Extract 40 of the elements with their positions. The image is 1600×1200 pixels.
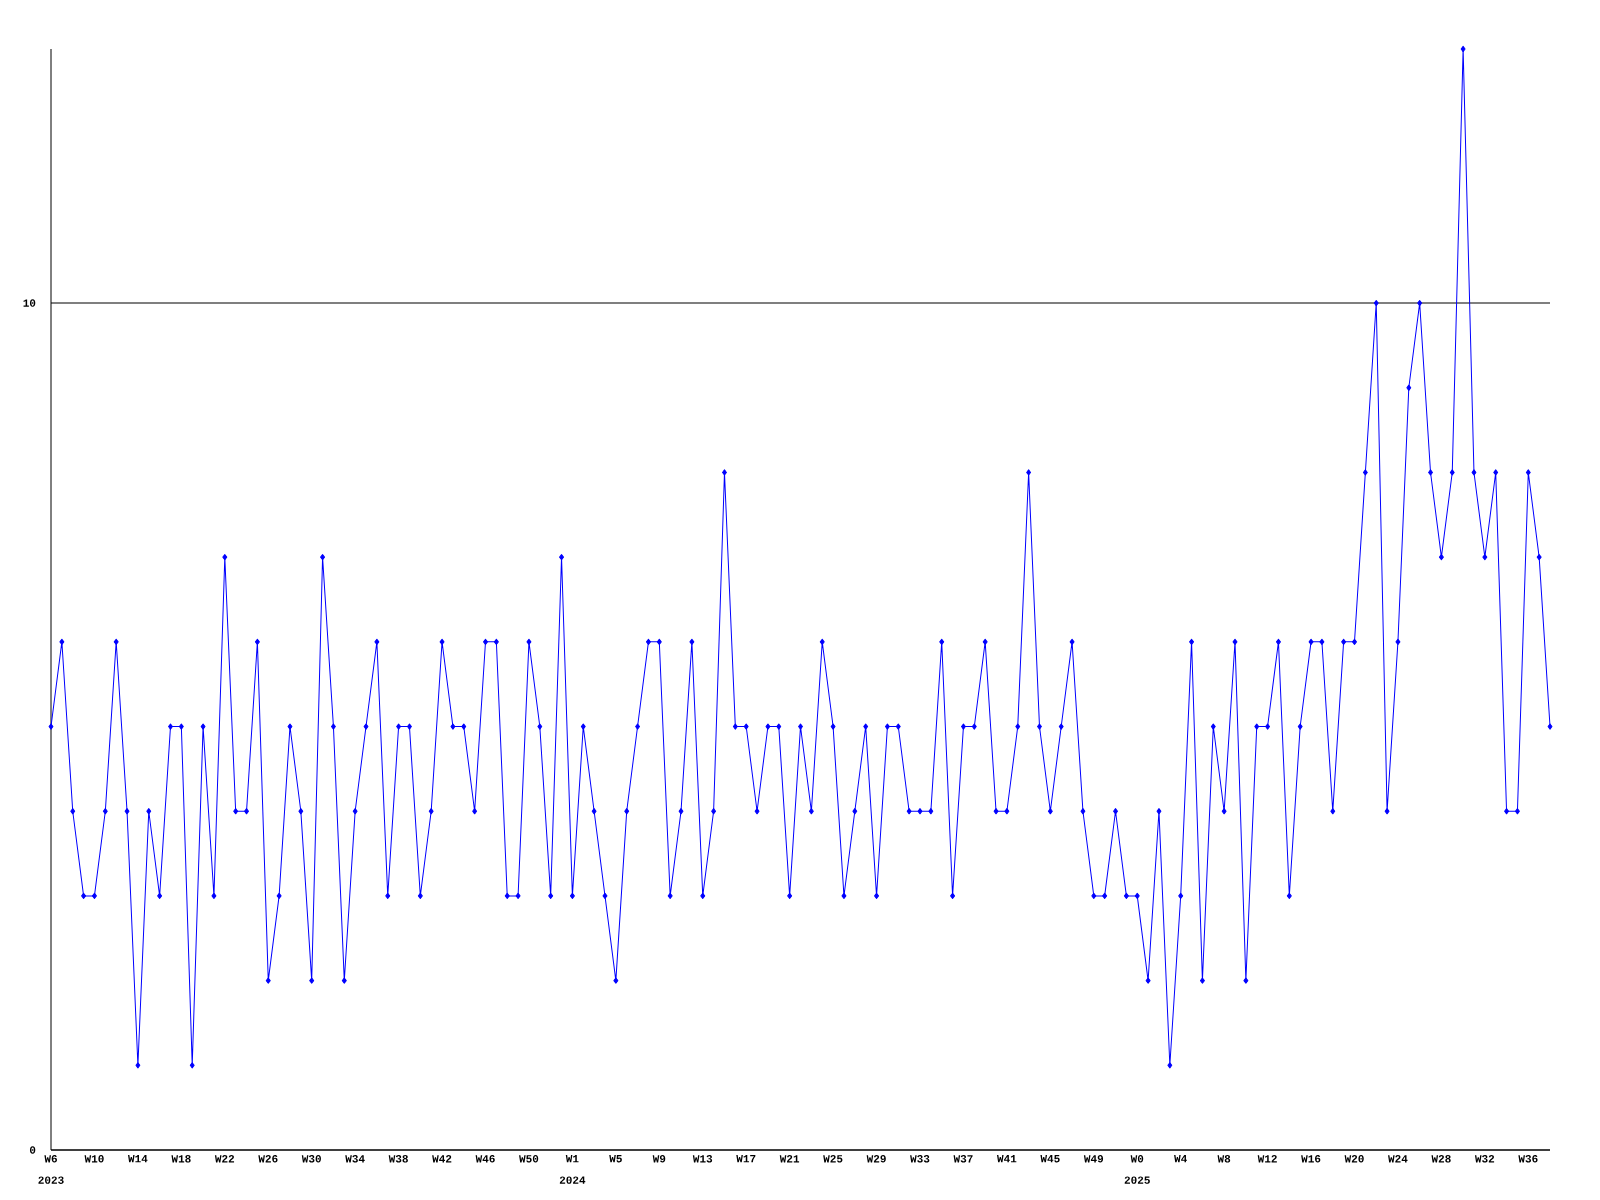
x-tick-label: W30 [301, 1155, 321, 1163]
x-tick-label: W26 [258, 1155, 278, 1163]
x-tick-label: W29 [866, 1155, 886, 1163]
x-tick-label: W25 [823, 1155, 843, 1163]
x-tick-label: W0 [1130, 1155, 1144, 1163]
x-tick-label: W41 [997, 1155, 1017, 1163]
x-tick-label: W32 [1474, 1155, 1495, 1163]
x-tick-label: W24 [1388, 1155, 1408, 1163]
x-tick-label: W6 [44, 1155, 57, 1163]
x-tick-label: W45 [1040, 1155, 1060, 1163]
x-tick-label: W4 [1174, 1155, 1187, 1163]
x-tick-label: W46 [475, 1155, 495, 1163]
x-tick-label: W16 [1301, 1155, 1321, 1163]
x-tick-label: W8 [1217, 1155, 1231, 1163]
x-tick-label: W42 [432, 1155, 452, 1163]
x-tick-label: W14 [128, 1155, 148, 1163]
x-tick-label: W13 [692, 1155, 713, 1163]
x-tick-label: W9 [652, 1155, 666, 1163]
x-tick-label: W20 [1344, 1155, 1364, 1163]
x-tick-label: W21 [779, 1155, 800, 1163]
x-tick-label: W49 [1083, 1155, 1104, 1163]
y-tick-label: 10 [23, 299, 36, 307]
x-tick-label: W1 [565, 1155, 579, 1163]
x-tick-label: W37 [953, 1155, 973, 1163]
y-tick-label: 0 [29, 1146, 36, 1154]
text: 2024 [559, 1176, 586, 1184]
x-tick-label: W22 [214, 1155, 235, 1163]
x-tick-label: W34 [345, 1155, 365, 1163]
x-tick-label: W33 [910, 1155, 930, 1163]
x-tick-label: W36 [1518, 1155, 1538, 1163]
x-tick-label: W38 [388, 1155, 408, 1163]
x-tick-label: W17 [736, 1155, 756, 1163]
x-tick-label: W50 [519, 1155, 539, 1163]
text: 2025 [1124, 1176, 1150, 1184]
x-tick-label: W12 [1257, 1155, 1277, 1163]
x-tick-label: W10 [84, 1155, 104, 1163]
x-tick-label: W28 [1431, 1155, 1451, 1163]
text: 2023 [38, 1176, 64, 1184]
x-tick-label: W5 [609, 1155, 622, 1163]
x-tick-label: W18 [171, 1155, 191, 1163]
